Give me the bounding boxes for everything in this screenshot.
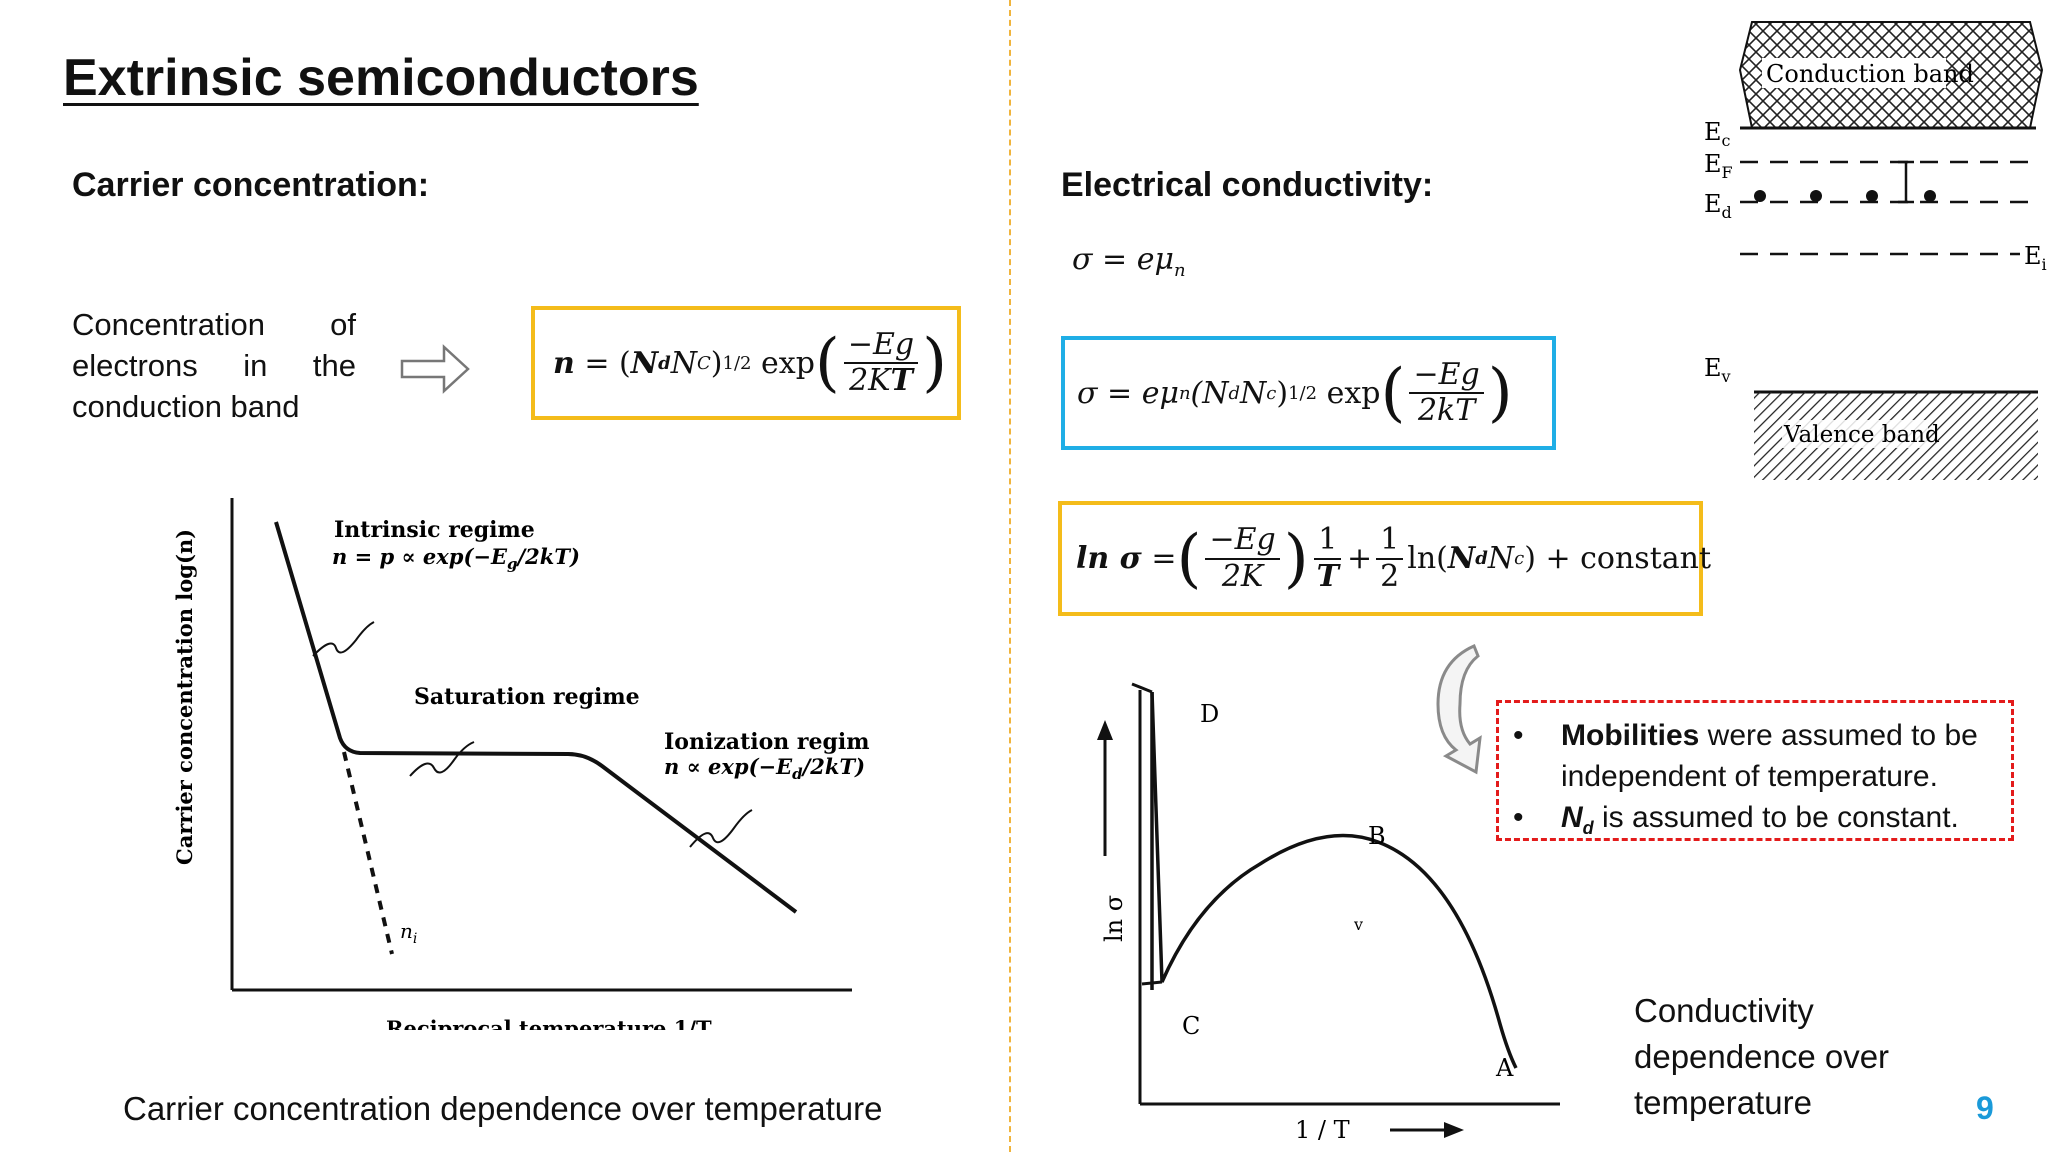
conductivity-caption: Conductivity dependence over temperature	[1634, 992, 1890, 1121]
ef-label: EF	[1704, 150, 1733, 182]
slide-title: Extrinsic semiconductors	[63, 49, 699, 107]
ionization-eq: n ∝ exp(−Ed/2kT)	[664, 754, 865, 783]
point-d-label: D	[1200, 700, 1219, 728]
assumptions-box: • Mobilities were assumed to be independ…	[1496, 700, 2014, 841]
ionization-pointer	[689, 809, 753, 848]
donor-electrons	[1754, 190, 1936, 202]
cond-y-label: ln σ	[1100, 895, 1128, 942]
page-number: 9	[1976, 1090, 1994, 1126]
intrinsic-title: Intrinsic regime	[334, 517, 535, 543]
conductivity-curve	[1150, 691, 1518, 1069]
cond-x-label: 1 / T	[1295, 1116, 1350, 1144]
valence-band-label: Valence band	[1783, 422, 1940, 448]
ev-label: Ev	[1704, 354, 1731, 386]
conduction-band-label: Conduction band	[1766, 60, 1974, 88]
electrical-conductivity-heading: Electrical conductivity:	[1061, 166, 1434, 204]
ionization-title: Ionization regime	[664, 729, 870, 755]
carrier-concentration-graph: Intrinsic regime n = p ∝ exp(−Eg/2kT) Sa…	[172, 498, 870, 1030]
intrinsic-pointer	[312, 621, 375, 657]
ei-label: Ei	[2024, 242, 2047, 274]
saturation-title: Saturation regime	[414, 684, 640, 710]
carrier-description: Concentration of electrons in the conduc…	[72, 307, 356, 424]
note-item-nd: • Nd is assumed to be constant.	[1513, 801, 1959, 838]
curved-down-arrow-icon	[1436, 643, 1482, 775]
right-arrow-icon	[400, 344, 470, 394]
note-item-mobilities: • Mobilities were assumed to be independ…	[1513, 719, 1978, 793]
up-arrow-head	[1097, 720, 1113, 740]
carrier-curve	[274, 521, 798, 914]
ec-label: Ec	[1704, 118, 1731, 150]
intrinsic-dashed-line	[342, 751, 394, 955]
conductivity-graph: D B C A v ln σ 1 / T	[1097, 682, 1560, 1144]
point-c-label: C	[1182, 1012, 1200, 1040]
energy-band-diagram: Conduction band Ec EF Ed Ei Ev Valence b…	[1704, 21, 2047, 480]
ni-label: ni	[400, 919, 417, 947]
ed-label: Ed	[1704, 190, 1732, 222]
column-divider	[1009, 0, 1011, 1152]
small-mark: v	[1353, 915, 1363, 934]
carrier-x-label: Reciprocal temperature 1/T	[386, 1016, 712, 1030]
saturation-pointer	[409, 741, 475, 777]
intrinsic-eq: n = p ∝ exp(−Eg/2kT)	[332, 544, 580, 573]
conductivity-formula-basic: σ = eμn	[1072, 242, 1186, 281]
point-b-label: B	[1368, 822, 1386, 850]
point-a-label: A	[1495, 1054, 1514, 1082]
carrier-y-label: Carrier concentration log(n)	[172, 529, 197, 865]
carrier-concentration-heading: Carrier concentration:	[72, 166, 430, 204]
carrier-caption: Carrier concentration dependence over te…	[123, 1090, 883, 1127]
